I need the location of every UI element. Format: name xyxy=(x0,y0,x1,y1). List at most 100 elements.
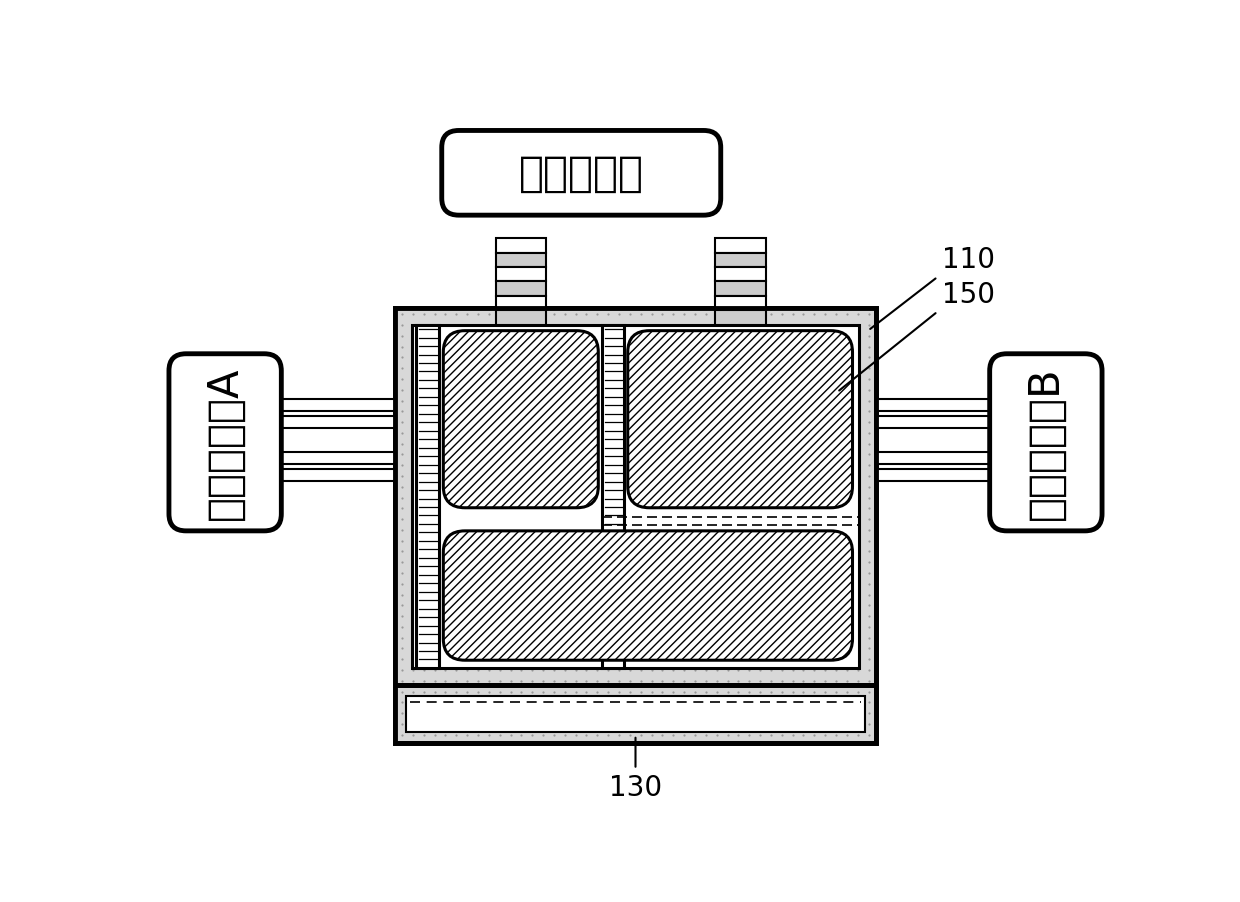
Point xyxy=(826,523,846,538)
Point xyxy=(771,545,791,559)
Point xyxy=(750,728,770,742)
Point xyxy=(718,383,738,398)
Point xyxy=(554,545,574,559)
Point xyxy=(467,545,487,559)
Point xyxy=(631,609,651,623)
Point xyxy=(858,405,878,419)
Point xyxy=(826,706,846,721)
Point xyxy=(598,695,618,710)
Point xyxy=(403,405,423,419)
Point xyxy=(565,383,585,398)
Point xyxy=(718,598,738,612)
Point xyxy=(467,609,487,623)
Point xyxy=(533,351,553,365)
Point xyxy=(826,674,846,688)
Point xyxy=(414,362,434,376)
Point xyxy=(533,706,553,721)
Point xyxy=(739,318,759,333)
Point xyxy=(435,329,455,344)
Point xyxy=(501,717,521,732)
Point xyxy=(837,394,857,409)
Point xyxy=(511,609,531,623)
Point xyxy=(414,556,434,570)
Point xyxy=(826,340,846,354)
Point xyxy=(761,523,781,538)
Point xyxy=(501,405,521,419)
Point xyxy=(739,620,759,634)
Point xyxy=(544,308,564,322)
Point xyxy=(446,437,466,451)
Point xyxy=(620,373,640,387)
Point xyxy=(533,566,553,581)
Bar xyxy=(281,469,396,482)
Point xyxy=(446,598,466,612)
Point xyxy=(675,447,694,462)
Point xyxy=(565,674,585,688)
Point xyxy=(435,523,455,538)
Point xyxy=(479,523,498,538)
Point xyxy=(533,674,553,688)
Point xyxy=(696,652,715,667)
Point xyxy=(554,717,574,732)
Point xyxy=(641,308,661,322)
Point xyxy=(848,566,868,581)
Point xyxy=(544,383,564,398)
Point xyxy=(675,685,694,699)
Point xyxy=(794,373,813,387)
Point xyxy=(554,340,574,354)
Point xyxy=(620,394,640,409)
Point xyxy=(501,383,521,398)
Point xyxy=(403,469,423,483)
Point xyxy=(782,426,802,440)
Point xyxy=(675,728,694,742)
Point xyxy=(718,630,738,645)
Point xyxy=(631,556,651,570)
Point xyxy=(718,318,738,333)
Point xyxy=(544,674,564,688)
Point xyxy=(544,480,564,494)
Point xyxy=(424,566,444,581)
Point xyxy=(554,426,574,440)
Point xyxy=(565,318,585,333)
Point xyxy=(771,308,791,322)
Point xyxy=(554,373,574,387)
Point xyxy=(848,685,868,699)
Point xyxy=(826,480,846,494)
Point xyxy=(761,308,781,322)
Point xyxy=(620,416,640,430)
Point xyxy=(620,426,640,440)
Point xyxy=(544,426,564,440)
Point xyxy=(641,728,661,742)
Point xyxy=(707,491,727,505)
Bar xyxy=(396,308,875,686)
Point xyxy=(815,373,835,387)
Point xyxy=(652,577,672,592)
FancyBboxPatch shape xyxy=(169,354,281,531)
Point xyxy=(663,416,683,430)
Point xyxy=(718,512,738,527)
Point xyxy=(684,566,704,581)
Point xyxy=(761,545,781,559)
Point xyxy=(848,458,868,473)
Point xyxy=(794,308,813,322)
Point xyxy=(728,458,748,473)
Point xyxy=(577,577,596,592)
Point xyxy=(684,630,704,645)
Point xyxy=(782,663,802,677)
Point xyxy=(684,598,704,612)
Point xyxy=(414,416,434,430)
Point xyxy=(782,512,802,527)
Point xyxy=(761,652,781,667)
Point xyxy=(522,630,542,645)
Text: 信号输出端: 信号输出端 xyxy=(518,152,644,195)
Point xyxy=(467,458,487,473)
Point xyxy=(826,373,846,387)
Point xyxy=(403,512,423,527)
Point xyxy=(490,447,510,462)
Point xyxy=(771,426,791,440)
Point xyxy=(641,523,661,538)
Point xyxy=(511,641,531,656)
Point xyxy=(533,512,553,527)
Point xyxy=(533,588,553,603)
Point xyxy=(728,308,748,322)
